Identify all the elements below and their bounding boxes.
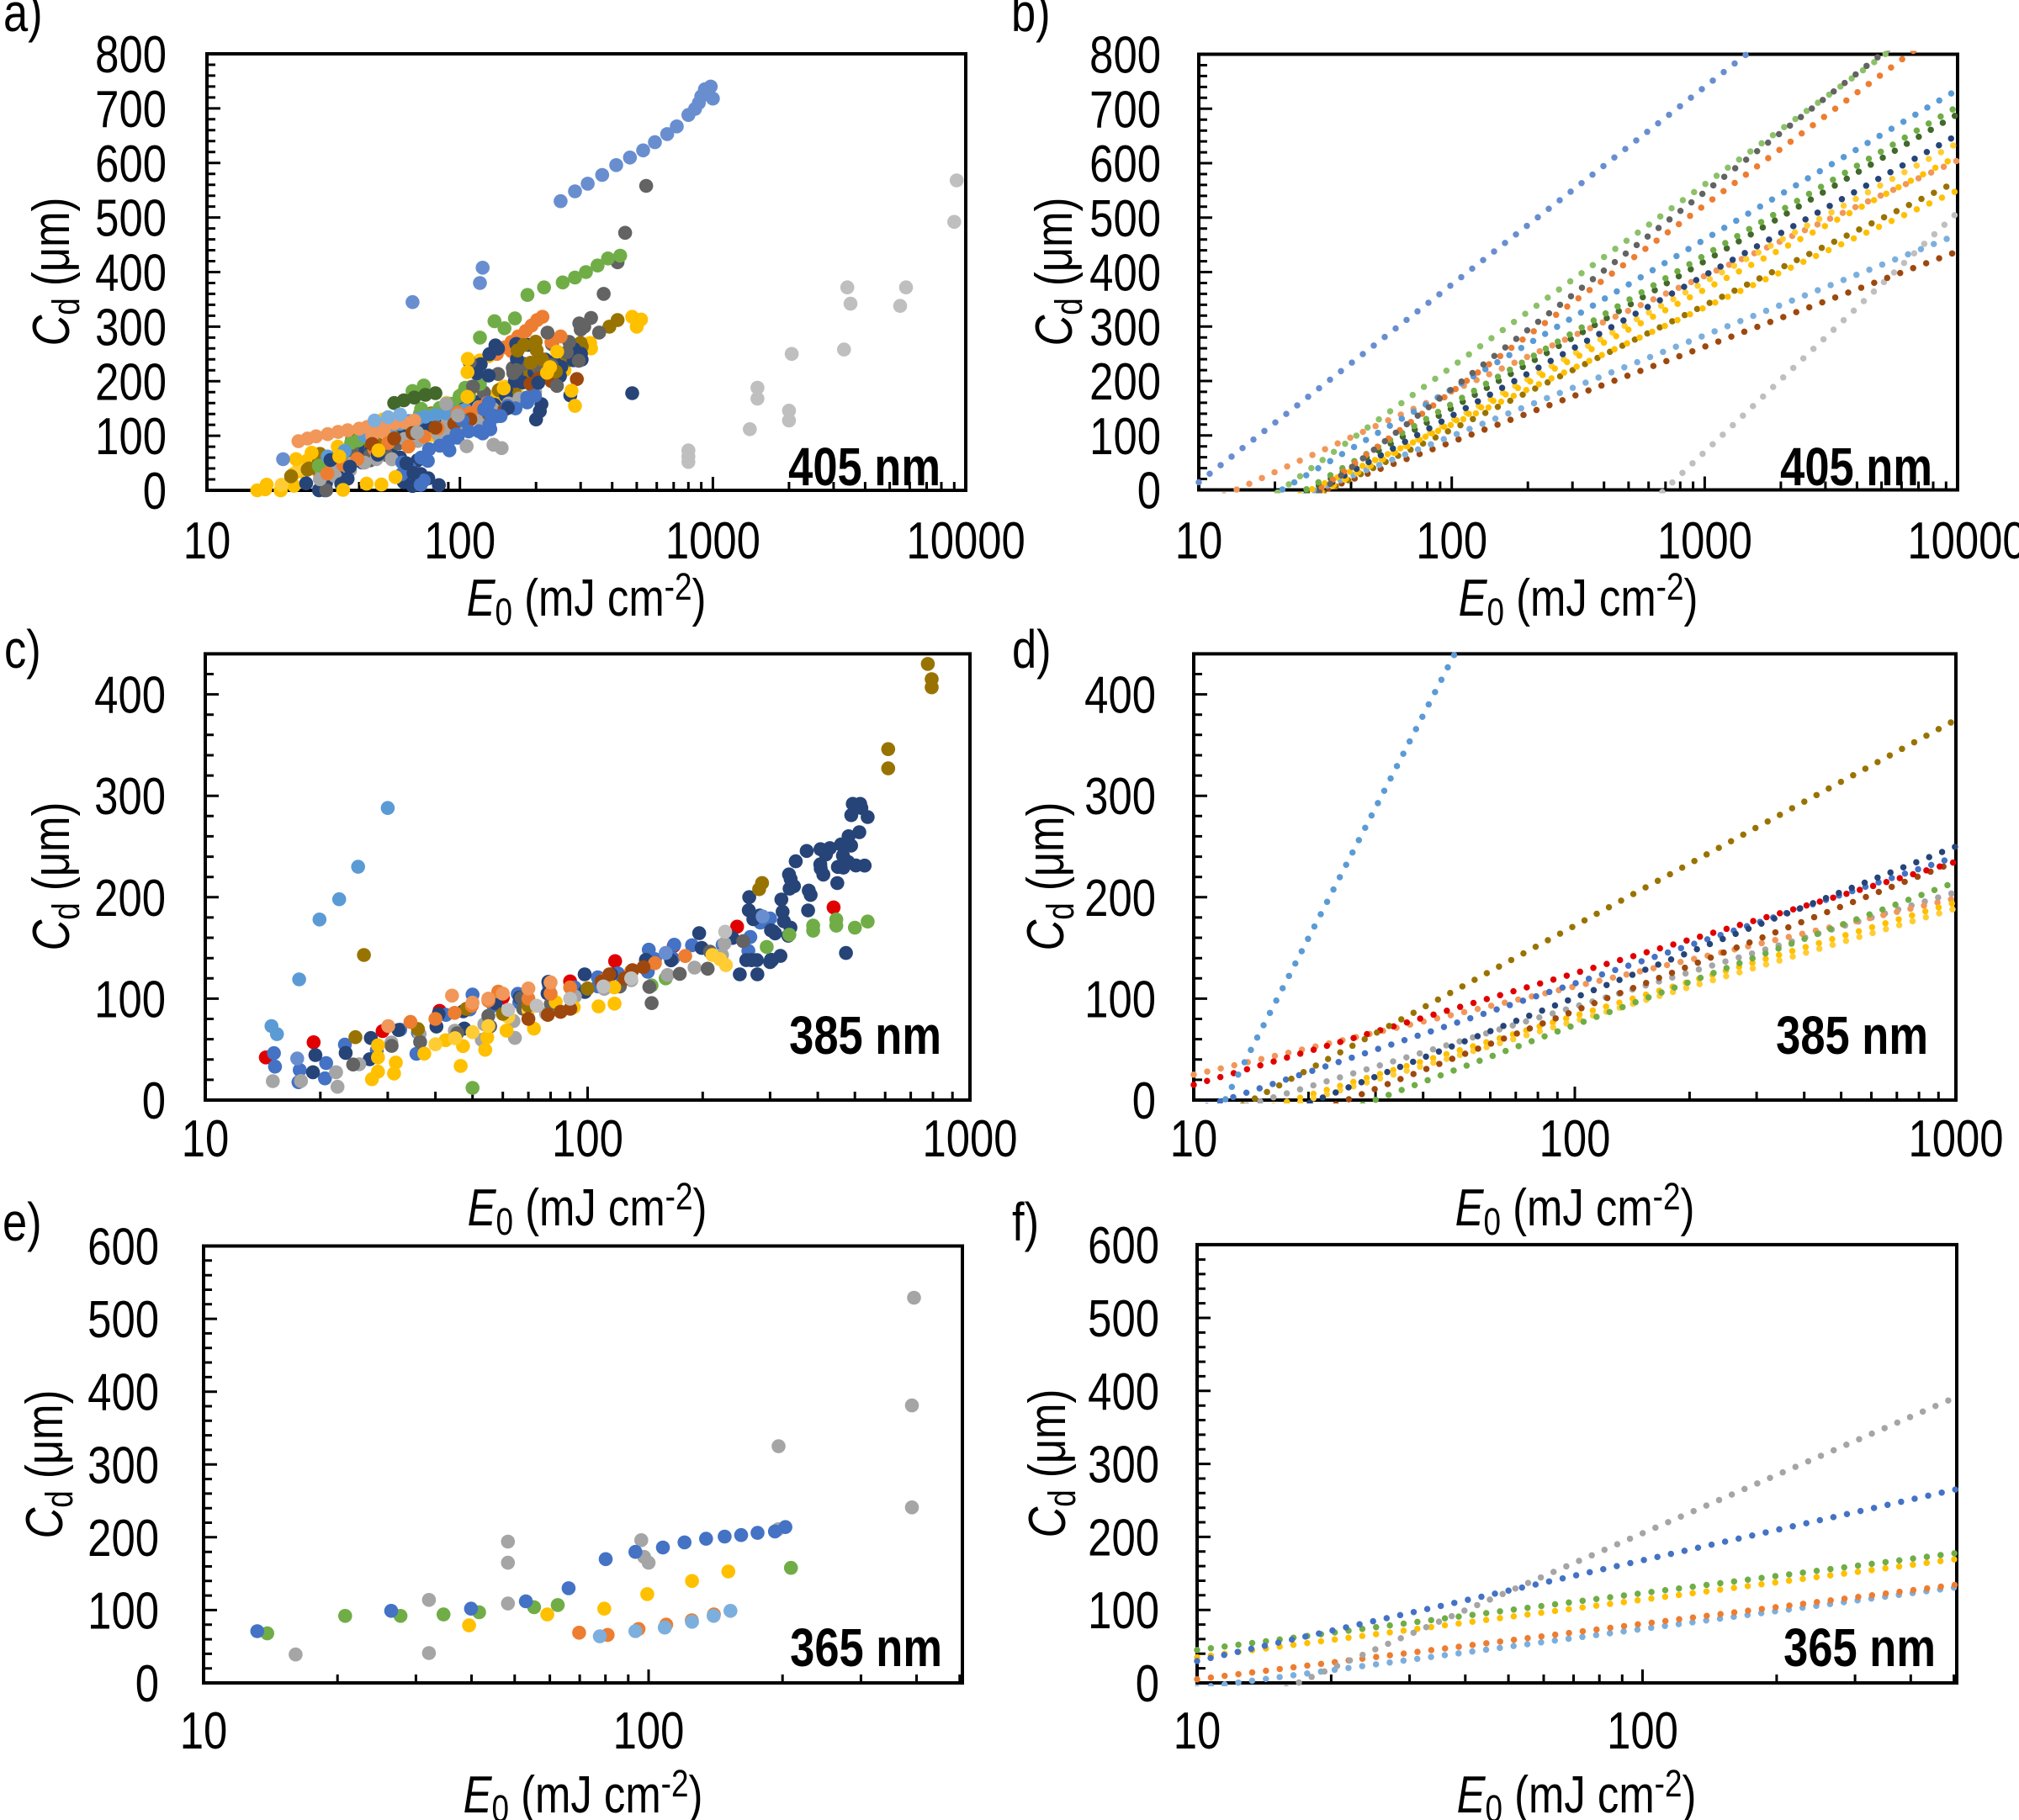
svg-text:300: 300 xyxy=(1088,1436,1159,1495)
svg-text:E0 (mJ cm-2): E0 (mJ cm-2) xyxy=(1459,566,1698,633)
svg-text:100: 100 xyxy=(1539,1110,1611,1168)
svg-text:200: 200 xyxy=(94,870,166,928)
svg-text:b): b) xyxy=(1011,0,1051,43)
svg-text:400: 400 xyxy=(1088,1363,1159,1421)
svg-text:300: 300 xyxy=(95,299,167,357)
svg-text:300: 300 xyxy=(1084,769,1156,827)
svg-text:E0 (mJ cm-2): E0 (mJ cm-2) xyxy=(468,1176,707,1243)
svg-text:10000: 10000 xyxy=(1907,512,2019,570)
svg-text:10: 10 xyxy=(1174,1702,1221,1760)
svg-text:600: 600 xyxy=(95,135,167,193)
svg-text:100: 100 xyxy=(552,1110,623,1168)
svg-text:Cd (μm): Cd (μm) xyxy=(16,1390,81,1539)
svg-text:a): a) xyxy=(3,0,43,43)
svg-text:500: 500 xyxy=(1088,1290,1159,1348)
svg-text:e): e) xyxy=(3,1193,42,1252)
svg-text:100: 100 xyxy=(1416,512,1487,570)
svg-text:500: 500 xyxy=(95,190,167,248)
svg-text:400: 400 xyxy=(1089,245,1161,303)
svg-text:Cd (μm): Cd (μm) xyxy=(1017,802,1082,951)
svg-text:Cd (μm): Cd (μm) xyxy=(23,198,87,347)
svg-text:400: 400 xyxy=(95,245,167,303)
svg-text:365 nm: 365 nm xyxy=(1783,1618,1936,1678)
svg-text:500: 500 xyxy=(1089,190,1161,248)
svg-text:Cd (μm): Cd (μm) xyxy=(1019,1389,1084,1538)
svg-text:1000: 1000 xyxy=(1908,1110,2003,1168)
svg-text:800: 800 xyxy=(1089,27,1161,85)
svg-text:365 nm: 365 nm xyxy=(790,1618,942,1678)
svg-text:700: 700 xyxy=(95,81,167,139)
svg-text:600: 600 xyxy=(1089,135,1161,193)
svg-text:600: 600 xyxy=(87,1219,159,1277)
svg-text:800: 800 xyxy=(95,26,167,84)
svg-text:0: 0 xyxy=(143,463,167,521)
svg-text:100: 100 xyxy=(424,512,495,570)
svg-text:E0 (mJ cm-2): E0 (mJ cm-2) xyxy=(467,566,707,633)
svg-text:0: 0 xyxy=(1136,1655,1159,1713)
svg-text:100: 100 xyxy=(1089,408,1161,466)
svg-text:0: 0 xyxy=(142,1072,166,1130)
svg-text:400: 400 xyxy=(1084,667,1156,725)
svg-text:10: 10 xyxy=(183,512,231,570)
svg-text:100: 100 xyxy=(1088,1583,1159,1641)
svg-text:100: 100 xyxy=(1084,971,1156,1029)
svg-text:405 nm: 405 nm xyxy=(788,437,941,497)
svg-text:100: 100 xyxy=(613,1702,685,1760)
svg-text:0: 0 xyxy=(135,1655,159,1713)
svg-text:200: 200 xyxy=(1084,870,1156,928)
svg-text:100: 100 xyxy=(94,971,166,1029)
svg-text:700: 700 xyxy=(1089,82,1161,140)
svg-text:100: 100 xyxy=(95,408,167,466)
svg-text:d): d) xyxy=(1012,620,1052,680)
svg-text:10: 10 xyxy=(180,1702,228,1760)
svg-text:300: 300 xyxy=(1089,299,1161,357)
svg-text:385 nm: 385 nm xyxy=(789,1006,941,1066)
svg-text:300: 300 xyxy=(94,769,166,827)
svg-text:1000: 1000 xyxy=(922,1110,1017,1168)
svg-text:1000: 1000 xyxy=(665,512,760,570)
svg-text:f): f) xyxy=(1012,1193,1039,1252)
svg-text:500: 500 xyxy=(87,1291,159,1349)
svg-text:0: 0 xyxy=(1132,1072,1156,1130)
svg-text:600: 600 xyxy=(1088,1218,1159,1276)
svg-text:10000: 10000 xyxy=(906,512,1025,570)
svg-text:E0 (mJ cm-2): E0 (mJ cm-2) xyxy=(1455,1176,1695,1243)
svg-text:c): c) xyxy=(4,620,41,680)
svg-text:10: 10 xyxy=(182,1110,230,1168)
svg-text:0: 0 xyxy=(1137,463,1161,521)
svg-text:200: 200 xyxy=(1088,1510,1159,1568)
svg-text:E0 (mJ cm-2): E0 (mJ cm-2) xyxy=(464,1763,703,1820)
svg-text:200: 200 xyxy=(95,354,167,412)
svg-text:10: 10 xyxy=(1170,1110,1218,1168)
svg-text:Cd (μm): Cd (μm) xyxy=(23,802,87,951)
svg-text:400: 400 xyxy=(87,1364,159,1422)
svg-text:1000: 1000 xyxy=(1657,512,1752,570)
svg-text:10: 10 xyxy=(1175,512,1223,570)
svg-text:385 nm: 385 nm xyxy=(1776,1006,1928,1066)
svg-text:100: 100 xyxy=(1607,1702,1678,1760)
svg-text:E0 (mJ cm-2): E0 (mJ cm-2) xyxy=(1457,1763,1697,1820)
svg-text:405 nm: 405 nm xyxy=(1780,437,1932,497)
svg-text:200: 200 xyxy=(87,1510,159,1568)
svg-text:Cd (μm): Cd (μm) xyxy=(1025,198,1090,347)
svg-text:100: 100 xyxy=(87,1583,159,1641)
svg-text:400: 400 xyxy=(94,667,166,725)
svg-text:200: 200 xyxy=(1089,353,1161,411)
svg-text:300: 300 xyxy=(87,1437,159,1495)
